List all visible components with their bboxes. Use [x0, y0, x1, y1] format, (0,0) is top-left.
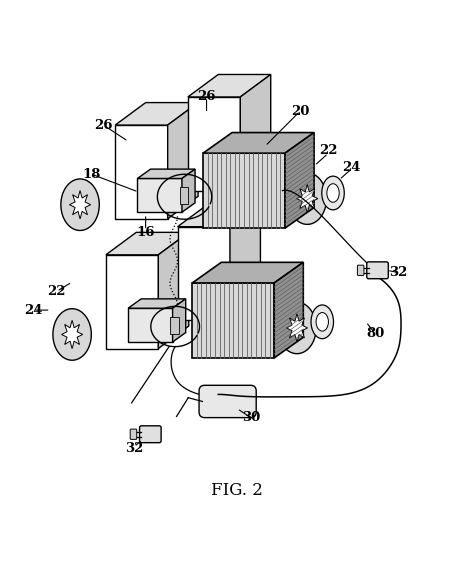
Polygon shape: [62, 320, 82, 349]
Polygon shape: [192, 262, 303, 283]
Text: 32: 32: [390, 266, 408, 279]
Text: 22: 22: [319, 144, 337, 157]
Polygon shape: [137, 178, 182, 212]
Ellipse shape: [311, 305, 334, 338]
Text: FIG. 2: FIG. 2: [211, 482, 263, 499]
Polygon shape: [61, 179, 99, 231]
Ellipse shape: [322, 176, 344, 210]
FancyBboxPatch shape: [130, 429, 137, 439]
Polygon shape: [182, 169, 195, 212]
Polygon shape: [106, 255, 158, 349]
Polygon shape: [285, 133, 314, 228]
Polygon shape: [230, 204, 260, 320]
Ellipse shape: [327, 184, 339, 202]
Polygon shape: [203, 133, 314, 153]
Polygon shape: [192, 283, 274, 358]
Polygon shape: [70, 191, 91, 219]
Polygon shape: [115, 103, 198, 125]
Polygon shape: [188, 74, 271, 97]
Text: 22: 22: [47, 285, 66, 298]
FancyBboxPatch shape: [199, 385, 256, 417]
Polygon shape: [188, 97, 240, 191]
Polygon shape: [128, 309, 173, 342]
Polygon shape: [158, 232, 189, 349]
Text: 80: 80: [366, 327, 384, 340]
Polygon shape: [203, 153, 285, 228]
Text: 24: 24: [343, 161, 361, 174]
Polygon shape: [286, 314, 308, 342]
Polygon shape: [297, 184, 318, 213]
Text: 16: 16: [137, 226, 155, 239]
FancyBboxPatch shape: [180, 187, 188, 204]
FancyBboxPatch shape: [139, 426, 161, 443]
Polygon shape: [106, 232, 189, 255]
Polygon shape: [137, 169, 195, 178]
Polygon shape: [274, 262, 303, 358]
Polygon shape: [177, 227, 230, 320]
Polygon shape: [288, 173, 327, 224]
Text: 18: 18: [82, 168, 101, 180]
Polygon shape: [240, 74, 271, 191]
Ellipse shape: [316, 312, 328, 331]
FancyBboxPatch shape: [170, 316, 179, 333]
Polygon shape: [53, 309, 91, 360]
Text: 20: 20: [291, 104, 310, 117]
Text: 30: 30: [242, 411, 260, 424]
Polygon shape: [173, 299, 186, 342]
Text: 26: 26: [94, 118, 113, 131]
Text: 32: 32: [125, 442, 143, 455]
Polygon shape: [177, 204, 260, 227]
Text: 24: 24: [24, 303, 43, 316]
Polygon shape: [168, 103, 198, 219]
Polygon shape: [128, 299, 186, 309]
FancyBboxPatch shape: [357, 265, 364, 275]
Polygon shape: [278, 302, 316, 354]
Polygon shape: [115, 125, 168, 219]
Text: 26: 26: [197, 90, 216, 103]
FancyBboxPatch shape: [367, 262, 388, 279]
